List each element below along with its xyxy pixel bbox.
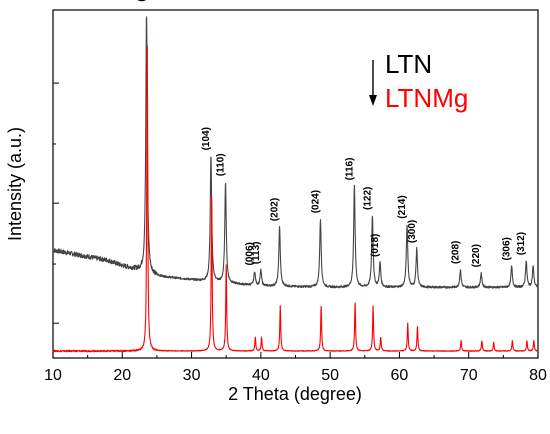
peak-label: (113): [251, 242, 262, 265]
peak-label: (122): [362, 187, 373, 210]
peak-label: (116): [344, 158, 355, 181]
peak-label: (012): [137, 0, 148, 2]
series-line-ltnmg: [52, 44, 539, 353]
peak-label: (006): [245, 242, 256, 265]
peak-label: (306): [502, 237, 513, 260]
x-tick-label: 10: [44, 367, 62, 384]
series-layer: [52, 16, 539, 353]
peak-label: (024): [310, 190, 321, 213]
x-tick-label: 20: [113, 367, 131, 384]
y-axis-title: Intensity (a.u.): [5, 127, 25, 241]
peak-label: (312): [516, 232, 527, 255]
peak-label: (208): [450, 241, 461, 264]
x-tick-label: 40: [252, 367, 270, 384]
x-axis-ticks: 10 20 30 40 50 60 70 80: [44, 352, 547, 384]
down-arrow-icon: [369, 95, 377, 106]
x-tick-label: 70: [460, 367, 478, 384]
y-axis-ticks: [53, 82, 59, 324]
peak-label: (104): [201, 127, 212, 150]
x-tick-label: 80: [529, 367, 547, 384]
peak-label: (300): [407, 220, 418, 243]
x-axis-title: 2 Theta (degree): [228, 384, 362, 404]
x-tick-label: 30: [183, 367, 201, 384]
legend-label-ltnmg: LTNMg: [385, 83, 468, 113]
legend: LTN LTNMg: [369, 49, 468, 113]
plot-frame: [52, 9, 539, 359]
x-tick-label: 60: [391, 367, 409, 384]
peak-label: (220): [471, 244, 482, 267]
peak-label: (110): [216, 153, 227, 176]
peak-label: (214): [397, 195, 408, 218]
legend-label-ltn: LTN: [385, 49, 432, 79]
x-tick-label: 50: [321, 367, 339, 384]
peak-label: (202): [270, 198, 281, 221]
peak-labels: (012) (104) (110) (006)(113) (202) (024) (116)…: [137, 0, 528, 267]
peak-label: (018): [370, 234, 381, 257]
series-line-ltn: [52, 16, 539, 289]
